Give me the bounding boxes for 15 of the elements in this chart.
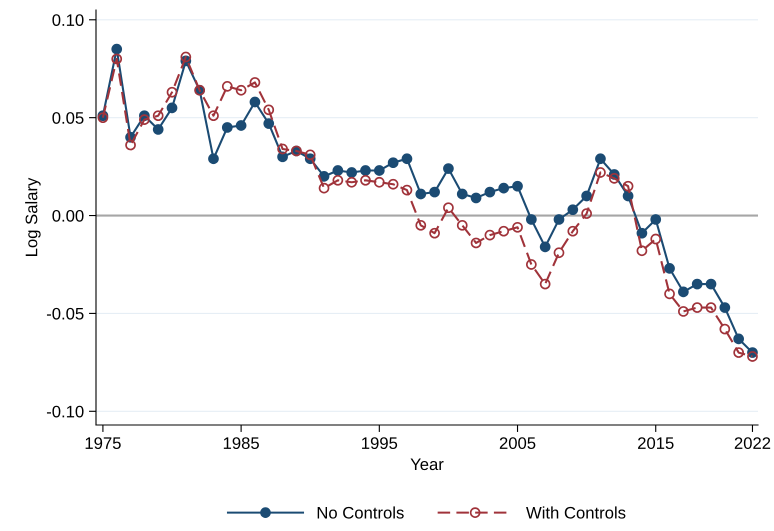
legend-label: No Controls bbox=[318, 506, 404, 519]
x-tick-label: 1975 bbox=[86, 437, 121, 450]
x-tick-label: 1985 bbox=[224, 437, 259, 450]
x-tick-label: 2015 bbox=[638, 437, 674, 450]
y-tick-label: -0.05 bbox=[46, 308, 84, 320]
y-axis-title: Log Salary bbox=[25, 178, 41, 256]
y-tick-label: 0.00 bbox=[52, 210, 84, 222]
y-tick-label: 0.05 bbox=[52, 112, 84, 124]
x-tick-label: 1995 bbox=[362, 437, 398, 450]
y-tick-label: 0.10 bbox=[52, 14, 84, 26]
x-axis-title: Year bbox=[410, 458, 444, 470]
x-tick-label: 2005 bbox=[500, 437, 536, 450]
x-tick-label: 2022 bbox=[734, 437, 770, 450]
legend-label: With Controls bbox=[526, 506, 626, 519]
y-tick-label: -0.10 bbox=[46, 406, 84, 418]
